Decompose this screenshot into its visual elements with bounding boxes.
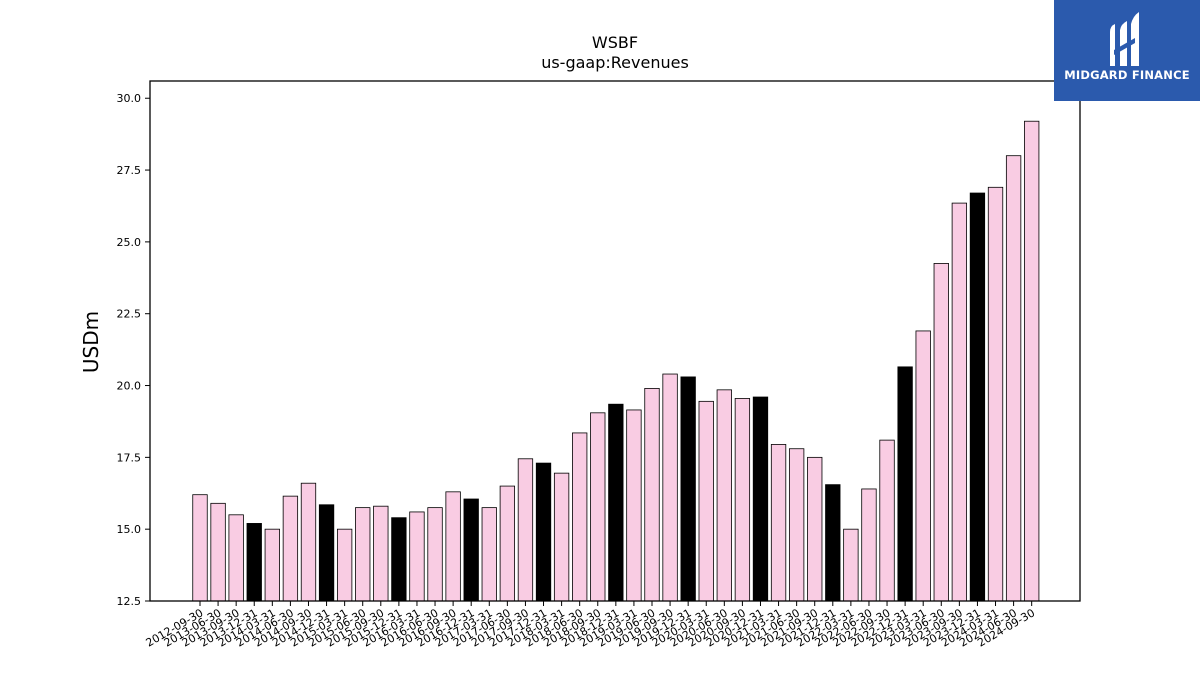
bar-2015-12-31 [391,517,407,602]
chart-subtitle: us-gaap:Revenues [541,53,689,72]
bar-2019-03-31 [626,409,642,602]
bar-2020-06-30 [716,389,732,602]
bar-2016-12-31 [463,498,479,602]
y-axis: 12.5 15.0 17.5 20.0 22.5 25.0 27.5 30.0 [117,92,150,608]
bar-2014-03-31 [264,528,280,602]
bar-2019-06-30 [644,387,660,602]
y-tick-label: 25.0 [117,236,142,249]
bar-2013-12-31 [246,523,262,602]
bar-2017-12-31 [535,462,552,602]
bars-group [192,120,1040,602]
bar-2017-09-30 [517,458,534,602]
bar-2023-06-30 [933,263,949,602]
bar-2020-09-30 [734,398,751,602]
bar-2018-06-30 [572,432,588,602]
bar-2023-03-31 [915,330,931,602]
bar-2013-06-30 [210,502,226,602]
x-axis: 2012-09-302013-06-302013-09-302013-12-31… [144,601,1037,650]
bar-2018-09-30 [590,412,606,602]
bar-2015-06-30 [355,507,371,602]
bar-2018-03-31 [553,472,570,602]
bar-2020-12-31 [752,396,769,602]
bar-2021-12-31 [825,484,841,602]
bar-2024-06-30 [1005,155,1022,602]
bar-2014-06-30 [282,495,299,602]
y-tick-label: 22.5 [117,308,142,321]
bar-2018-12-31 [608,403,624,602]
y-tick-label: 27.5 [117,164,142,177]
bar-2020-03-31 [698,400,714,602]
y-tick-label: 20.0 [117,380,142,393]
bar-2024-03-31 [987,186,1004,602]
midgard-mark-icon [1110,12,1139,66]
bar-2021-09-30 [807,456,823,602]
brand-logo: MIDGARD FINANCE [1054,0,1200,101]
bar-2016-06-30 [427,507,443,602]
bar-2015-09-30 [373,505,389,602]
chart-title: WSBF [592,33,638,52]
y-tick-label: 12.5 [117,595,142,608]
bar-2016-03-31 [409,511,425,602]
y-tick-label: 30.0 [117,92,142,105]
bar-2023-12-31 [969,192,986,602]
bar-2013-09-30 [228,514,244,602]
bar-2023-09-30 [951,202,968,602]
bar-2019-09-30 [662,373,678,602]
bar-2016-09-30 [445,491,461,602]
y-axis-label: USDm [79,311,103,373]
bar-2024-09-30 [1024,120,1040,602]
bar-2015-03-31 [336,528,353,602]
bar-2017-06-30 [499,485,516,602]
bar-2019-12-31 [680,376,696,602]
bar-2014-09-30 [300,482,317,602]
plot-frame [149,80,1081,602]
bar-2012-09-30 [192,494,208,602]
y-tick-label: 17.5 [117,451,142,464]
bar-2014-12-31 [318,504,335,602]
bar-2022-03-31 [843,528,859,602]
bar-2017-03-31 [481,507,497,602]
bar-2021-03-31 [770,444,787,602]
y-tick-label: 15.0 [117,523,142,536]
bar-2022-12-31 [897,366,913,602]
bar-2022-06-30 [861,488,877,602]
bar-2022-09-30 [879,439,895,602]
bar-2021-06-30 [788,448,805,602]
brand-name: MIDGARD FINANCE [1064,68,1190,82]
